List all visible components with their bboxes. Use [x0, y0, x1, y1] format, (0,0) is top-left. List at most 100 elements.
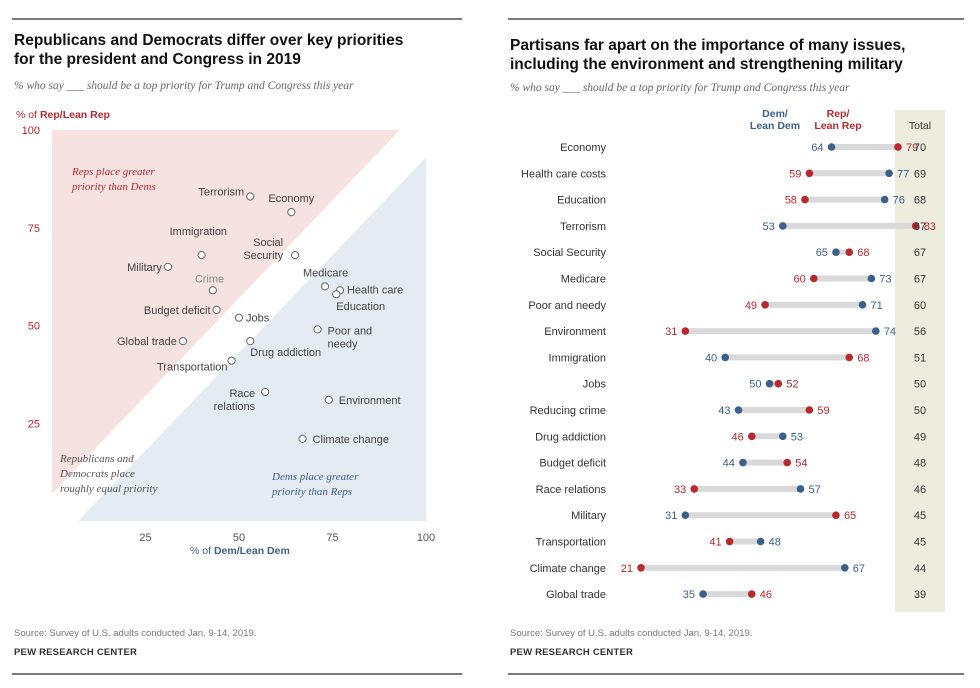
row-issue-label: Jobs — [583, 379, 607, 391]
rep-dot — [747, 590, 756, 598]
row-issue-label: Reducing crime — [530, 405, 606, 417]
dem-dot — [885, 169, 893, 178]
scatter-point — [163, 262, 173, 271]
total-value: 48 — [914, 458, 926, 470]
right-chart-subtitle: % who say ___ should be a top priority f… — [510, 82, 850, 94]
dem-zone-annotation: priority than Reps — [271, 486, 352, 498]
row-issue-label: Transportation — [535, 537, 606, 549]
scatter-point-label: Medicare — [303, 267, 348, 279]
dem-dot — [778, 432, 787, 441]
row-issue-label: Education — [557, 195, 606, 207]
row-issue-label: Budget deficit — [539, 458, 606, 470]
rep-value-label: 52 — [786, 379, 798, 391]
scatter-point — [212, 305, 221, 314]
dem-value-label: 53 — [791, 431, 803, 443]
rep-value-label: 46 — [760, 589, 772, 601]
y-axis-label-emph: Rep/Lean Rep — [40, 109, 110, 121]
scatter-point-label: Drug addiction — [250, 347, 321, 359]
total-value: 68 — [914, 195, 926, 207]
rep-value-label: 33 — [674, 484, 686, 496]
dem-value-label: 77 — [897, 168, 909, 180]
dem-dot — [858, 301, 867, 309]
rep-value-label: 49 — [745, 300, 757, 312]
scatter-point — [178, 337, 187, 346]
dem-dot — [681, 511, 690, 519]
rep-priority-zone — [52, 130, 400, 494]
dem-dot — [699, 590, 707, 598]
scatter-point-label: Security — [243, 250, 283, 262]
total-value: 56 — [914, 326, 926, 338]
y-tick-label: 75 — [28, 223, 40, 235]
rep-dot — [681, 327, 690, 335]
total-value: 45 — [914, 537, 926, 549]
scatter-point-label: Global trade — [117, 336, 177, 348]
y-tick-label: 25 — [28, 418, 40, 430]
rep-value-label: 58 — [785, 195, 797, 207]
scatter-point-label: Education — [336, 301, 385, 313]
y-tick-label: 100 — [22, 125, 40, 137]
header-dem: Dem/ — [762, 108, 788, 120]
total-value: 67 — [914, 247, 926, 259]
rep-zone-annotation: Reps place greater — [71, 166, 155, 178]
rep-value-label: 65 — [844, 510, 856, 522]
header-total: Total — [909, 120, 931, 132]
scatter-point — [234, 313, 244, 322]
row-issue-label: Economy — [560, 142, 606, 154]
row-issue-label: Social Security — [533, 247, 606, 259]
dem-value-label: 76 — [893, 195, 905, 207]
scatter-point-label: Climate change — [313, 434, 389, 446]
scatter-point-label: Environment — [339, 395, 401, 407]
right-top-rule — [508, 18, 964, 20]
row-issue-label: Race relations — [536, 484, 607, 496]
right-bottom-rule — [508, 673, 964, 675]
rep-dot — [845, 248, 854, 256]
scatter-point-label: Jobs — [246, 313, 270, 325]
left-bottom-rule — [12, 673, 462, 675]
x-axis-label: % of Dem/Lean Dem — [190, 545, 290, 557]
dem-value-label: 67 — [853, 563, 865, 575]
row-issue-label: Military — [571, 510, 606, 522]
dem-dot — [832, 248, 840, 256]
rep-dot — [774, 379, 783, 388]
scatter-point — [197, 251, 206, 260]
total-value: 50 — [914, 405, 926, 417]
scatter-point-label: Immigration — [170, 226, 227, 238]
rep-dot — [801, 195, 809, 204]
total-value: 39 — [914, 589, 926, 601]
total-value: 45 — [914, 510, 926, 522]
x-axis-label-prefix: % of — [190, 545, 214, 557]
right-credit: PEW RESEARCH CENTER — [510, 647, 634, 658]
total-value: 50 — [914, 379, 926, 391]
total-value: 69 — [914, 168, 926, 180]
total-value: 46 — [914, 484, 926, 496]
left-top-rule — [12, 18, 462, 20]
left-title-line-2: for the president and Congress in 2019 — [14, 51, 301, 68]
scatter-point — [298, 434, 307, 443]
scatter-point-label: Crime — [195, 273, 224, 285]
scatter-point — [291, 251, 300, 260]
rep-value-label: 60 — [794, 274, 806, 286]
scatter-point — [287, 208, 296, 217]
rep-dot — [747, 432, 756, 441]
header-rep: Rep/ — [827, 108, 850, 120]
rep-dot — [783, 458, 792, 467]
right-title-line-1: Partisans far apart on the importance of… — [510, 37, 906, 54]
dem-value-label: 50 — [749, 379, 761, 391]
scatter-point-label: Terrorism — [198, 186, 244, 198]
rep-value-label: 68 — [857, 352, 869, 364]
dem-value-label: 73 — [879, 274, 891, 286]
rep-value-label: 31 — [665, 326, 677, 338]
equal-zone-annotation: Republicans and — [59, 453, 134, 465]
row-issue-label: Climate change — [530, 563, 606, 575]
scatter-point-label: Poor and — [328, 325, 373, 337]
dem-value-label: 48 — [769, 537, 781, 549]
scatter-point — [246, 192, 255, 201]
rep-zone-annotation: priority than Dems — [71, 181, 156, 193]
row-issue-label: Global trade — [546, 589, 606, 601]
dem-value-label: 65 — [816, 247, 828, 259]
left-title-line-1: Republicans and Democrats differ over ke… — [14, 32, 404, 49]
rep-dot — [845, 353, 854, 362]
scatter-point-label: Economy — [268, 193, 314, 205]
total-value: 67 — [914, 221, 926, 233]
